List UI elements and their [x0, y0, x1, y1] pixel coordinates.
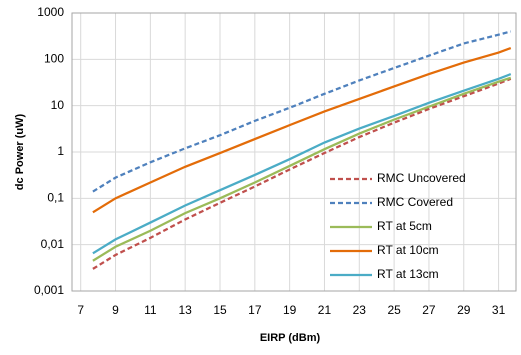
series-line: [92, 77, 512, 270]
x-tick-label: 19: [283, 303, 297, 317]
series-line: [92, 76, 512, 262]
x-tick-label: 13: [178, 303, 192, 317]
x-tick-label: 31: [492, 303, 506, 317]
x-tick-label: 29: [457, 303, 471, 317]
y-tick-label: 1: [57, 144, 64, 158]
x-axis-label: EIRP (dBm): [260, 332, 321, 344]
legend-label: RMC Uncovered: [377, 171, 466, 185]
legend-label: RT at 5cm: [377, 219, 432, 233]
plot-frame: [71, 12, 517, 292]
x-tick-label: 21: [318, 303, 332, 317]
x-tick-label: 25: [387, 303, 401, 317]
x-tick-label: 15: [213, 303, 227, 317]
y-tick-label: 0,01: [41, 237, 65, 251]
y-tick-label: 0,1: [47, 191, 64, 205]
series-line: [92, 30, 512, 193]
legend-label: RMC Covered: [377, 195, 453, 209]
x-tick-label: 7: [77, 303, 84, 317]
x-tick-label: 27: [422, 303, 436, 317]
y-axis-label: dc Power (uW): [14, 113, 26, 190]
x-tick-label: 23: [353, 303, 367, 317]
y-tick-label: 0,001: [34, 283, 64, 297]
legend-label: RT at 13cm: [377, 267, 439, 281]
legend-label: RT at 10cm: [377, 243, 439, 257]
series-line: [92, 73, 512, 255]
x-tick-label: 9: [112, 303, 119, 317]
x-tick-label: 17: [248, 303, 262, 317]
series-line: [92, 47, 512, 214]
y-tick-label: 10: [51, 98, 65, 112]
y-tick-label: 100: [44, 52, 64, 66]
x-tick-label: 11: [144, 303, 157, 317]
y-tick-label: 1000: [37, 5, 64, 19]
